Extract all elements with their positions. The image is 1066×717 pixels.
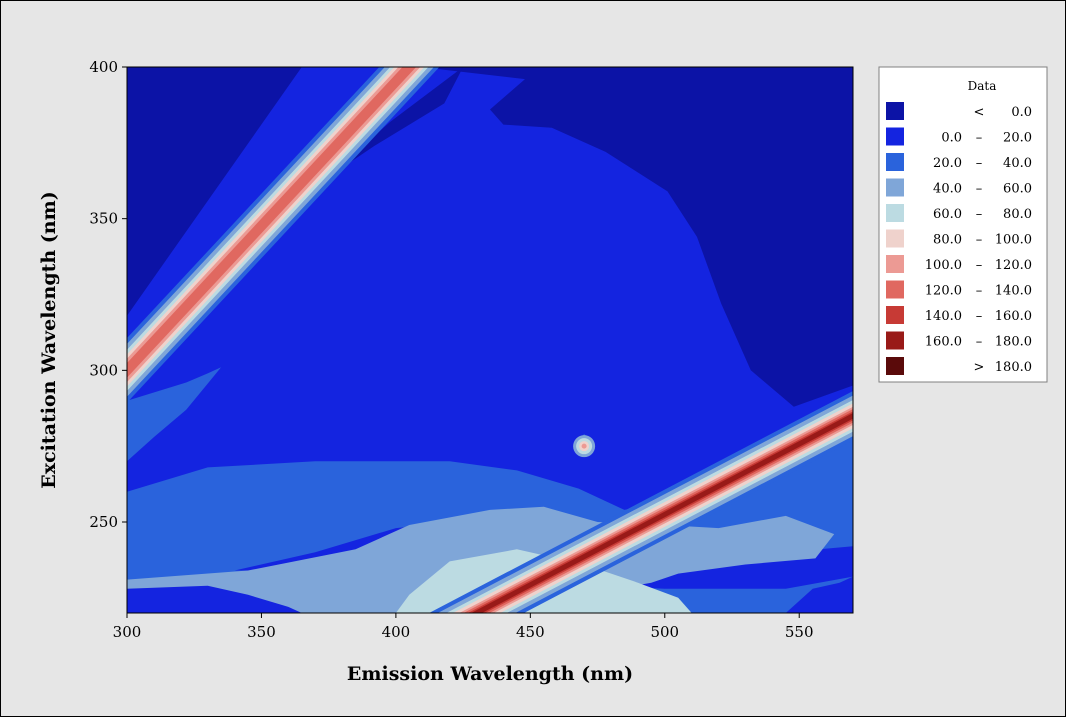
- legend-separator: –: [976, 233, 983, 248]
- legend-low: 120.0: [925, 284, 962, 299]
- contour-region: [127, 367, 222, 462]
- contour-region: [127, 585, 302, 613]
- legend-title: Data: [968, 79, 997, 93]
- legend-separator: –: [976, 258, 983, 273]
- x-axis-title: Emission Wavelength (nm): [347, 663, 633, 685]
- legend-box: [878, 66, 1048, 383]
- legend-low: 60.0: [933, 207, 962, 222]
- y-axis: 250 300 350 400: [89, 58, 127, 531]
- legend-separator: –: [976, 309, 983, 324]
- contour-regions: [127, 67, 853, 613]
- legend-swatch: [886, 102, 904, 120]
- legend-high: 120.0: [995, 258, 1032, 273]
- legend-high: 60.0: [1003, 182, 1032, 197]
- ridge-band: [127, 67, 417, 378]
- legend-swatch: [886, 306, 904, 324]
- y-tick-label: 350: [89, 210, 118, 228]
- contour-region: [420, 67, 853, 407]
- legend-swatch: [886, 331, 904, 350]
- legend-high: 180.0: [995, 335, 1032, 350]
- contour-region: [785, 576, 853, 613]
- legend-high: 20.0: [1003, 131, 1032, 146]
- legend-high: 80.0: [1003, 207, 1032, 222]
- contour-region: [261, 67, 464, 219]
- legend-separator: <: [974, 105, 985, 120]
- spot-contour: [581, 443, 587, 449]
- legend-high: 140.0: [995, 284, 1032, 299]
- legend-separator: >: [974, 360, 985, 375]
- legend-high: 0.0: [1011, 105, 1032, 120]
- legend-swatch: [886, 280, 904, 299]
- legend-swatch: [886, 153, 904, 171]
- y-tick-label: 250: [89, 513, 118, 531]
- legend-low: 0.0: [941, 131, 962, 146]
- plot-border: [126, 66, 854, 614]
- legend-swatch: [886, 204, 904, 222]
- legend-separator: –: [976, 182, 983, 197]
- legend-low: 160.0: [925, 335, 962, 350]
- ridge-band: [471, 413, 853, 613]
- legend-high: 160.0: [995, 309, 1032, 324]
- legend-separator: –: [976, 156, 983, 171]
- legend-swatch: [886, 127, 904, 146]
- x-axis: 300 350 400 450 500 550: [113, 613, 814, 641]
- x-tick-label: 450: [516, 623, 545, 641]
- legend-swatch: [886, 255, 904, 273]
- legend: Data <0.00.0–20.020.0–40.040.0–60.060.0–…: [878, 66, 1048, 383]
- contour-region: [127, 67, 302, 316]
- legend-low: 80.0: [933, 233, 962, 248]
- legend-swatch: [886, 229, 904, 248]
- legend-separator: –: [976, 284, 983, 299]
- legend-swatch: [886, 178, 904, 197]
- legend-low: 140.0: [925, 309, 962, 324]
- x-tick-label: 550: [785, 623, 814, 641]
- y-tick-label: 300: [89, 361, 118, 379]
- legend-separator: –: [976, 131, 983, 146]
- legend-swatch: [886, 357, 904, 375]
- legend-high: 40.0: [1003, 156, 1032, 171]
- x-tick-label: 400: [382, 623, 411, 641]
- legend-separator: –: [976, 207, 983, 222]
- x-tick-label: 350: [247, 623, 276, 641]
- legend-separator: –: [976, 335, 983, 350]
- legend-high: 180.0: [995, 360, 1032, 375]
- legend-high: 100.0: [995, 233, 1032, 248]
- legend-low: 40.0: [933, 182, 962, 197]
- legend-low: 20.0: [933, 156, 962, 171]
- x-tick-label: 500: [650, 623, 679, 641]
- y-tick-label: 400: [89, 58, 118, 76]
- legend-low: 100.0: [925, 258, 962, 273]
- x-tick-label: 300: [113, 623, 142, 641]
- y-axis-title: Excitation Wavelength (nm): [38, 191, 60, 488]
